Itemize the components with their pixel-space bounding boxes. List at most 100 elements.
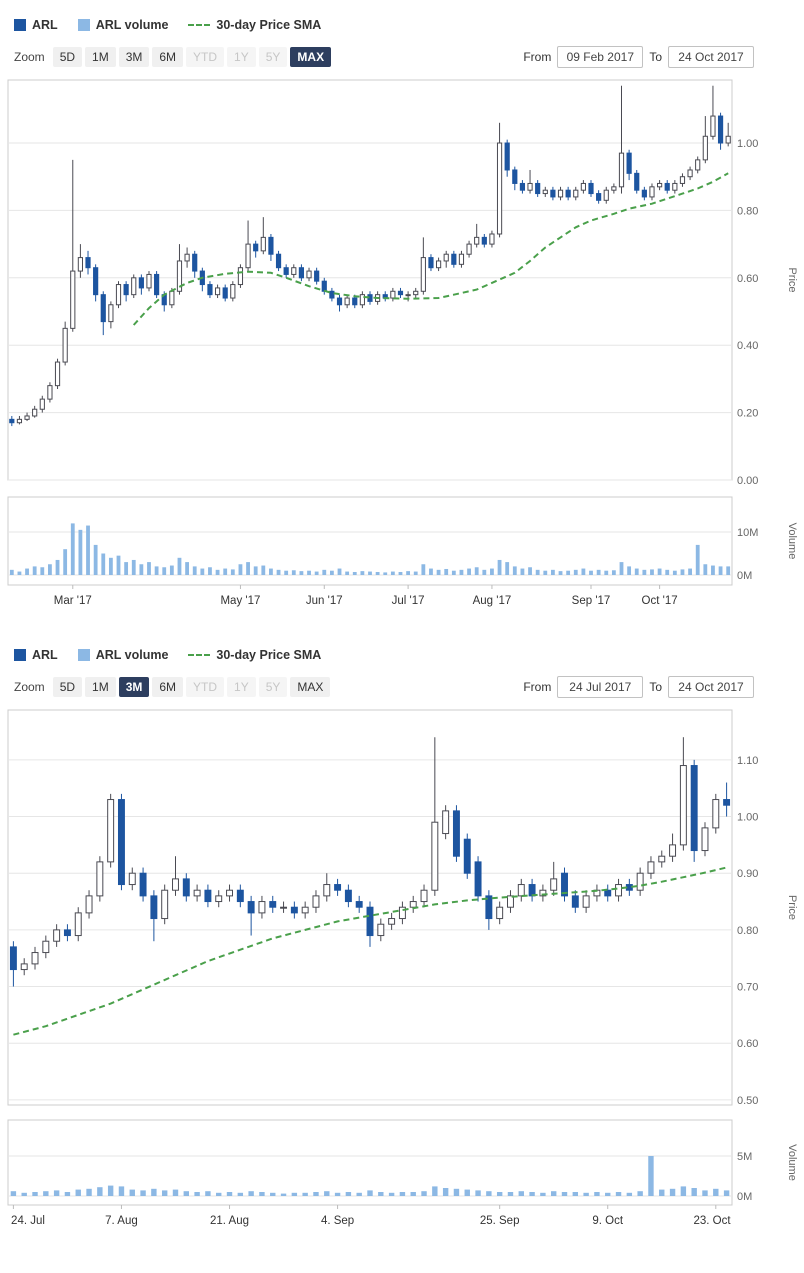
from-date-input[interactable] (557, 676, 644, 698)
range-button-3m[interactable]: 3M (118, 47, 150, 67)
volume-bar (248, 1191, 254, 1196)
range-button-6m[interactable]: 6M (152, 677, 184, 697)
range-button-ytd: YTD (186, 47, 225, 67)
candles (9, 737, 731, 987)
candle-up (131, 277, 137, 296)
candle-down (123, 284, 129, 296)
legend-item-arl-volume[interactable]: ARL volume (77, 648, 169, 662)
range-button-5d[interactable]: 5D (52, 47, 83, 67)
candle-down (485, 895, 493, 920)
to-date-input[interactable] (668, 46, 754, 68)
range-button-ytd: YTD (186, 677, 225, 697)
volume-bar (17, 571, 22, 575)
x-axis-label: Mar '17 (54, 595, 92, 607)
volume-bar (611, 570, 616, 575)
price-tick-label: 0.60 (737, 1038, 758, 1050)
from-date-input[interactable] (557, 46, 644, 68)
range-button-6m[interactable]: 6M (152, 47, 184, 67)
volume-bar (490, 568, 494, 575)
volume-bar (436, 569, 441, 575)
candle-down (298, 267, 305, 279)
volume-bar (107, 1185, 114, 1196)
price-volume-chart-canvas[interactable]: 0.50 0.60 0.70 0.80 0.90 1.00 1.10 Price 0M 5M Vol… (0, 702, 804, 1237)
volume-bar (223, 568, 228, 575)
volume-bar (140, 1190, 146, 1196)
candle-down (366, 906, 374, 937)
candle-up (108, 304, 114, 323)
candle-up (573, 189, 579, 198)
price-volume-chart-canvas[interactable]: 0.00 0.20 0.40 0.60 0.80 1.00 Price 0M 10M Volume… (0, 72, 804, 612)
candle-down (138, 277, 144, 289)
volume-bar (421, 564, 426, 575)
volume-bar (116, 555, 121, 575)
price-axis-title: Price (786, 267, 798, 292)
volume-bar (32, 566, 37, 575)
candle-down (9, 946, 17, 971)
volume-bar (421, 1191, 427, 1196)
volume-bar (505, 562, 510, 575)
volume-bar (451, 570, 456, 575)
x-axis-label: 23. Oct (693, 1215, 731, 1227)
legend-label: ARL volume (95, 648, 169, 662)
price-axis-title: Price (786, 895, 798, 920)
stock-charts-page: ARL ARL volume 30-day Price SMA Zoom 5D 1… (0, 18, 804, 1237)
volume-bar (64, 1192, 71, 1196)
candle-up (53, 929, 61, 942)
range-button-1m[interactable]: 1M (85, 677, 116, 697)
candle-down (474, 861, 482, 897)
volume-bar (322, 569, 327, 575)
candle-up (323, 884, 331, 897)
volume-bar (691, 1188, 697, 1196)
legend-item-sma[interactable]: 30-day Price SMA (188, 18, 321, 32)
volume-bar (566, 570, 571, 575)
volume-pane-border (7, 496, 733, 586)
range-buttons: 5D 1M 3M 6M YTD 1Y 5Y MAX (52, 47, 332, 67)
volume-bar (25, 568, 29, 575)
candle-up (193, 889, 201, 897)
legend-item-arl-volume[interactable]: ARL volume (77, 18, 168, 32)
volume-bar (604, 570, 609, 575)
candle-up (214, 287, 221, 296)
volume-bar (40, 567, 45, 575)
volume-bar (432, 1186, 438, 1196)
date-range-inputs: From To (523, 46, 754, 68)
candle-up (172, 878, 179, 891)
to-date-input[interactable] (668, 676, 754, 698)
legend-item-arl[interactable]: ARL (14, 18, 58, 32)
volume-bar (270, 1192, 276, 1196)
range-button-3m[interactable]: 3M (118, 677, 150, 697)
range-button-5d[interactable]: 5D (52, 677, 83, 697)
candle-up (712, 799, 720, 829)
range-button-1m[interactable]: 1M (85, 47, 116, 67)
candle-up (70, 270, 76, 329)
volume-bar (313, 1192, 319, 1196)
volume-bar (665, 569, 670, 575)
candle-up (398, 906, 406, 920)
candle-up (237, 267, 244, 286)
candle-up (312, 895, 320, 908)
candle-up (107, 799, 115, 863)
candle-down (247, 901, 255, 914)
candle-down (723, 799, 731, 806)
volume-bar (238, 564, 243, 575)
legend-item-sma[interactable]: 30-day Price SMA (188, 648, 321, 662)
candle-up (291, 267, 297, 275)
candle-down (139, 872, 147, 897)
candle-up (161, 889, 169, 920)
legend-item-arl[interactable]: ARL (14, 648, 58, 662)
volume-bar (561, 1192, 568, 1196)
volume-bar (291, 1192, 298, 1196)
candle-down (253, 243, 259, 252)
volume-bar (702, 1190, 708, 1196)
candle-down (604, 889, 612, 897)
volume-bar (558, 571, 563, 575)
range-button-max[interactable]: MAX (290, 677, 331, 697)
volume-bar (413, 571, 418, 575)
range-button-max[interactable]: MAX (290, 47, 332, 67)
volume-bar (334, 1192, 341, 1196)
candle-up (672, 182, 678, 191)
volume-bar (9, 569, 14, 575)
volume-bar (520, 568, 525, 575)
volume-bar (467, 568, 471, 575)
